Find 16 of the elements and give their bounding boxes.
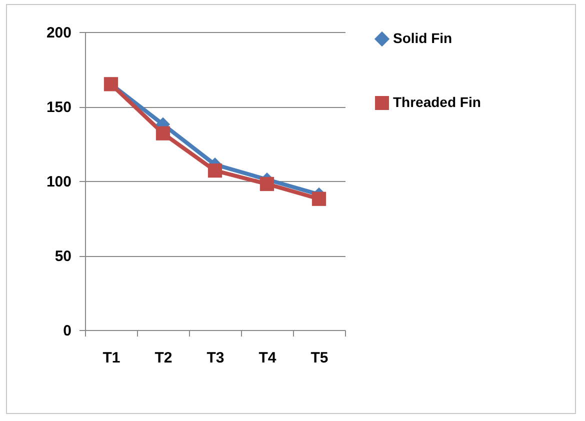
point [156,126,170,140]
legend-label: Threaded Fin [393,94,481,110]
point [312,192,326,206]
point [208,164,222,178]
x-tick-label: T3 [206,350,224,366]
y-tick-label: 150 [46,99,72,116]
y-tick-label: 0 [63,322,72,340]
y-tick-label: 100 [46,174,72,190]
point [260,176,274,192]
x-tick-label: T4 [258,350,277,366]
x-tick-label: T5 [310,350,328,366]
x-tick-label: T2 [154,350,172,366]
y-tick-label: 50 [54,248,72,265]
x-tick-label: T1 [102,350,120,366]
legend-label: Solid Fin [393,30,452,46]
y-tick-label: 200 [46,24,72,42]
